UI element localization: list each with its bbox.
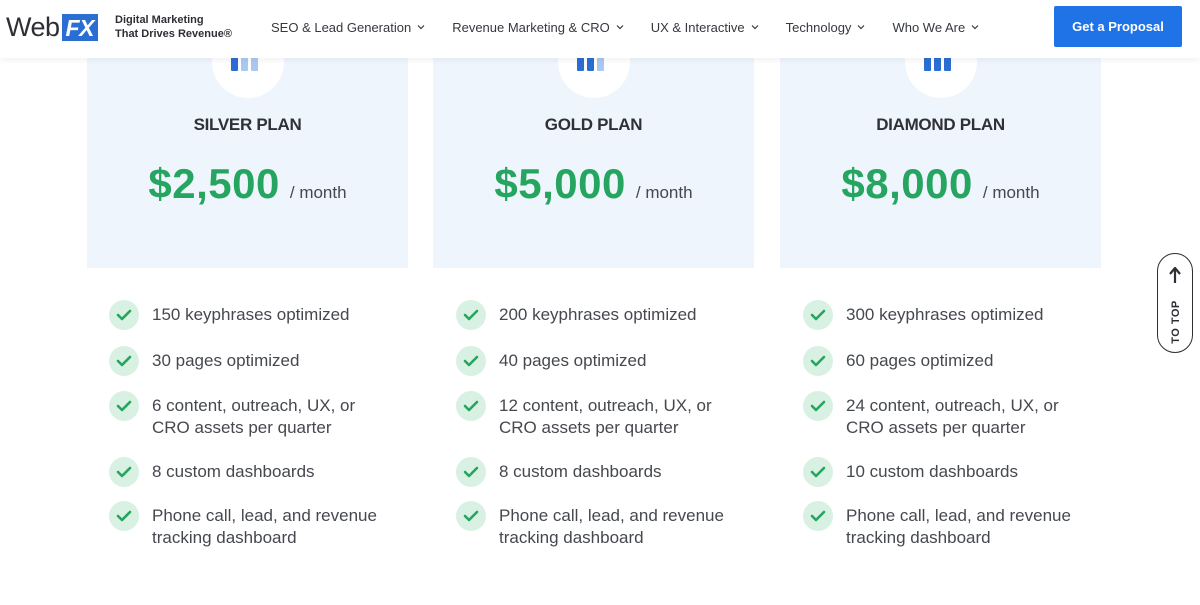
check-icon	[109, 346, 139, 376]
plan-price: $8,000	[841, 160, 973, 207]
nav-item-technology[interactable]: Technology	[786, 20, 866, 35]
list-item: 60 pages optimized	[803, 346, 1091, 376]
price-row: $8,000 / month	[780, 160, 1101, 208]
list-item: 40 pages optimized	[456, 346, 744, 376]
feature-text: 300 keyphrases optimized	[846, 305, 1044, 324]
feature-text: 30 pages optimized	[152, 351, 300, 370]
plan-card-diamond: DIAMOND PLAN $8,000 / month	[780, 26, 1101, 268]
feature-text: 150 keyphrases optimized	[152, 305, 350, 324]
feature-text: Phone call, lead, and revenue tracking d…	[846, 506, 1071, 547]
feature-text: 24 content, outreach, UX, or CRO assets …	[846, 396, 1059, 437]
check-icon	[803, 300, 833, 330]
price-period: / month	[982, 183, 1040, 202]
nav-item-label: SEO & Lead Generation	[271, 19, 412, 35]
list-item: 8 custom dashboards	[109, 457, 397, 487]
nav-item-label: UX & Interactive	[650, 19, 745, 35]
check-icon	[803, 457, 833, 487]
price-row: $2,500 / month	[87, 160, 408, 208]
chevron-down-icon	[751, 25, 759, 30]
feature-text: Phone call, lead, and revenue tracking d…	[499, 506, 724, 547]
check-icon	[109, 300, 139, 330]
get-proposal-button[interactable]: Get a Proposal	[1054, 6, 1182, 47]
chevron-down-icon	[616, 25, 624, 30]
price-period: / month	[289, 183, 347, 202]
feature-text: 200 keyphrases optimized	[499, 305, 697, 324]
list-item: 12 content, outreach, UX, or CRO assets …	[456, 391, 744, 439]
check-icon	[456, 457, 486, 487]
plan-name: DIAMOND PLAN	[876, 115, 1005, 134]
list-item: Phone call, lead, and revenue tracking d…	[803, 501, 1091, 549]
check-icon	[803, 391, 833, 421]
check-icon	[803, 501, 833, 531]
nav-item-revenue[interactable]: Revenue Marketing & CRO	[452, 20, 624, 35]
tagline-line-2: That Drives Revenue®	[115, 28, 232, 40]
chevron-down-icon	[858, 25, 865, 30]
chevron-down-icon	[971, 25, 979, 30]
nav-item-label: Revenue Marketing & CRO	[452, 19, 610, 35]
nav-item-who-we-are[interactable]: Who We Are	[892, 20, 979, 35]
logo-tagline: Digital Marketing That Drives Revenue®	[115, 13, 255, 41]
price-period: / month	[635, 183, 693, 202]
list-item: 200 keyphrases optimized	[456, 300, 744, 330]
feature-text: 10 custom dashboards	[846, 462, 1018, 481]
feature-text: 40 pages optimized	[499, 351, 647, 370]
feature-text: 12 content, outreach, UX, or CRO assets …	[499, 396, 712, 437]
plan-card-gold: GOLD PLAN $5,000 / month	[433, 26, 754, 268]
list-item: Phone call, lead, and revenue tracking d…	[109, 501, 397, 549]
nav-item-ux[interactable]: UX & Interactive	[651, 20, 759, 35]
list-item: 24 content, outreach, UX, or CRO assets …	[803, 391, 1091, 439]
webfx-logo[interactable]: Web FX	[6, 12, 98, 43]
feature-text: 8 custom dashboards	[499, 462, 662, 481]
plan-price: $5,000	[494, 160, 626, 207]
check-icon	[803, 346, 833, 376]
plan-price: $2,500	[148, 160, 280, 207]
logo-fx-text: FX	[61, 14, 98, 41]
feature-text: 60 pages optimized	[846, 351, 994, 370]
logo-web-text: Web	[6, 12, 60, 42]
plan-name: SILVER PLAN	[193, 115, 302, 134]
check-icon	[456, 391, 486, 421]
check-icon	[456, 501, 486, 531]
list-item: 8 custom dashboards	[456, 457, 744, 487]
to-top-button[interactable]: TO TOP	[1157, 253, 1193, 353]
list-item: Phone call, lead, and revenue tracking d…	[456, 501, 744, 549]
check-icon	[456, 300, 486, 330]
feature-text: Phone call, lead, and revenue tracking d…	[152, 506, 377, 547]
arrow-up-icon	[1169, 266, 1181, 283]
to-top-label: TO TOP	[1170, 300, 1182, 344]
feature-text: 8 custom dashboards	[152, 462, 315, 481]
check-icon	[109, 391, 139, 421]
list-item: 150 keyphrases optimized	[109, 300, 397, 330]
plan-card-silver: SILVER PLAN $2,500 / month	[87, 26, 408, 268]
check-icon	[456, 346, 486, 376]
main-nav: SEO & Lead Generation Revenue Marketing …	[271, 0, 1006, 54]
chevron-down-icon	[417, 25, 425, 30]
tagline-line-1: Digital Marketing	[115, 14, 204, 26]
list-item: 6 content, outreach, UX, or CRO assets p…	[109, 391, 397, 439]
list-item: 10 custom dashboards	[803, 457, 1091, 487]
nav-item-label: Technology	[785, 19, 852, 35]
check-icon	[109, 457, 139, 487]
nav-item-seo[interactable]: SEO & Lead Generation	[271, 20, 425, 35]
list-item: 30 pages optimized	[109, 346, 397, 376]
list-item: 300 keyphrases optimized	[803, 300, 1091, 330]
nav-item-label: Who We Are	[892, 19, 966, 35]
price-row: $5,000 / month	[433, 160, 754, 208]
check-icon	[109, 501, 139, 531]
site-header: Web FX Digital Marketing That Drives Rev…	[0, 0, 1200, 58]
feature-text: 6 content, outreach, UX, or CRO assets p…	[152, 396, 356, 437]
plan-name: GOLD PLAN	[544, 115, 643, 134]
